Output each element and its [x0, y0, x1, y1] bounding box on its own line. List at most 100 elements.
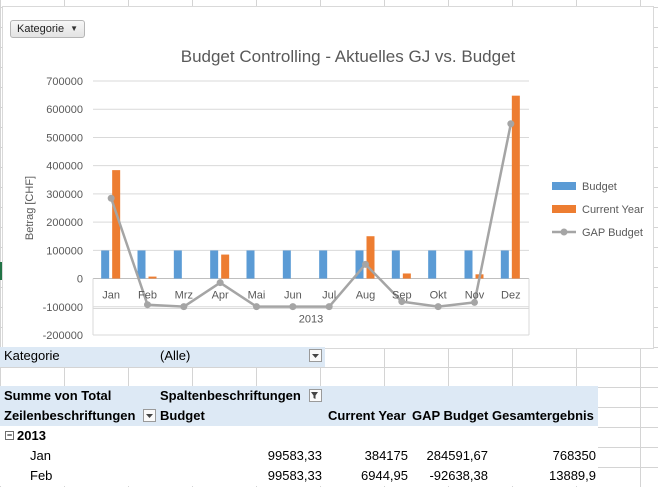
filter-dropdown-button[interactable] [309, 349, 322, 362]
gap-budget-point [180, 303, 188, 311]
gap-budget-point [144, 301, 151, 309]
y-tick-label: 700000 [46, 76, 83, 88]
legend-label-gap-budget: GAP Budget [582, 227, 643, 239]
kategorie-field-button[interactable]: Kategorie ▼ [10, 20, 86, 38]
gap-budget-point [434, 303, 442, 311]
bar-current-year [148, 276, 157, 279]
bar-current-year [221, 254, 230, 279]
x-tick-label: Mai [248, 290, 266, 302]
column-labels-header: Spaltenbeschriftungen [160, 388, 301, 403]
bar-current-year [511, 95, 520, 279]
gap-budget-point [507, 120, 515, 128]
row-labels-header: Zeilenbeschriftungen [4, 408, 136, 423]
bar-budget [137, 250, 146, 279]
cell-gap-budget: 284591,67 [426, 448, 488, 463]
bar-budget [355, 250, 364, 279]
chart-canvas: Budget Controlling - Aktuelles GJ vs. Bu… [24, 47, 644, 342]
pivot-chart[interactable]: Budget Controlling - Aktuelles GJ vs. Bu… [2, 6, 654, 349]
bar-current-year [402, 273, 411, 279]
y-tick-label: 600000 [46, 104, 83, 116]
x-tick-label: Jun [284, 290, 302, 302]
column-filter-button[interactable] [309, 389, 322, 402]
bar-budget [464, 250, 473, 279]
cell-current-year: 384175 [364, 448, 408, 463]
table-row [0, 466, 598, 486]
gap-budget-point [325, 303, 333, 311]
cell-grand-total: 13889,9 [549, 468, 596, 483]
gap-budget-point [253, 303, 260, 311]
bar-budget [391, 250, 400, 279]
table-row [0, 446, 598, 466]
bar-budget [173, 250, 182, 279]
y-tick-label: 0 [77, 274, 83, 286]
x-tick-label: Aug [356, 290, 376, 302]
legend-marker-gap-budget [560, 228, 568, 236]
gap-budget-point [471, 298, 478, 306]
x-tick-label: Mrz [175, 290, 193, 302]
sum-values-label: Summe von Total [4, 388, 112, 403]
dropdown-arrow-icon [312, 354, 319, 358]
filter-value[interactable]: (Alle) [160, 348, 191, 363]
cell-budget: 99583,33 [267, 468, 322, 483]
bar-budget [500, 250, 509, 279]
gap-budget-point [216, 279, 224, 287]
header-gap-budget: GAP Budget [412, 408, 489, 423]
collapse-icon[interactable]: − [5, 430, 14, 440]
chart-title: Budget Controlling - Aktuelles GJ vs. Bu… [181, 47, 516, 66]
legend-label-budget: Budget [582, 181, 617, 193]
gap-budget-point [398, 298, 406, 306]
pivot-header-band [0, 386, 598, 406]
y-tick-label: 200000 [46, 217, 83, 229]
y-tick-label: -200000 [43, 330, 83, 342]
header-grand-total: Gesamtergebnis [492, 408, 594, 423]
cell-grand-total: 768350 [552, 448, 596, 463]
group-label: 2013 [17, 428, 46, 443]
bar-current-year [366, 236, 375, 279]
gap-budget-point [289, 303, 297, 311]
dropdown-arrow-icon: ▼ [70, 24, 79, 33]
cell-current-year: 6944,95 [361, 468, 408, 483]
gap-budget-point [362, 260, 369, 268]
cell-gap-budget: -92638,38 [429, 468, 488, 483]
bar-budget [246, 250, 255, 279]
pivot-filter-row [0, 347, 325, 367]
x-tick-label: Apr [212, 290, 229, 302]
x-group-label: 2013 [299, 314, 323, 326]
y-tick-label: 400000 [46, 161, 83, 173]
bar-current-year [112, 170, 121, 279]
y-tick-label: 500000 [46, 132, 83, 144]
dropdown-arrow-icon [146, 414, 153, 418]
kategorie-field-label: Kategorie [17, 23, 65, 35]
filter-applied-icon [311, 392, 318, 399]
x-tick-label: Feb [138, 290, 157, 302]
y-tick-label: 300000 [46, 189, 83, 201]
gap-budget-line [109, 123, 513, 308]
row-filter-button[interactable] [143, 409, 156, 422]
gap-budget-point [107, 194, 115, 202]
x-tick-label: Dez [501, 290, 521, 302]
header-budget: Budget [160, 408, 205, 423]
cell-budget: 99583,33 [267, 448, 322, 463]
bar-budget [428, 250, 437, 279]
y-axis-label: Betrag [CHF] [24, 176, 36, 240]
legend-label-current-year: Current Year [582, 204, 644, 216]
x-tick-label: Okt [430, 290, 447, 302]
legend-swatch-budget [552, 182, 576, 190]
row-label-jan: Jan [30, 448, 51, 463]
group-row [0, 426, 598, 447]
header-current-year: Current Year [328, 408, 406, 423]
x-tick-label: Nov [465, 290, 485, 302]
bar-budget [101, 250, 110, 279]
x-tick-label: Jul [322, 290, 336, 302]
y-tick-label: 100000 [46, 245, 83, 257]
bar-budget [282, 250, 291, 279]
x-tick-label: Sep [392, 290, 412, 302]
legend-swatch-current-year [552, 205, 576, 213]
row-selection-marker [0, 262, 2, 280]
row-label-feb: Feb [30, 468, 53, 483]
bar-budget [319, 250, 328, 279]
x-tick-label: Jan [102, 290, 120, 302]
filter-field-label: Kategorie [4, 348, 60, 363]
y-tick-label: -100000 [43, 302, 83, 314]
bar-budget [210, 250, 219, 279]
